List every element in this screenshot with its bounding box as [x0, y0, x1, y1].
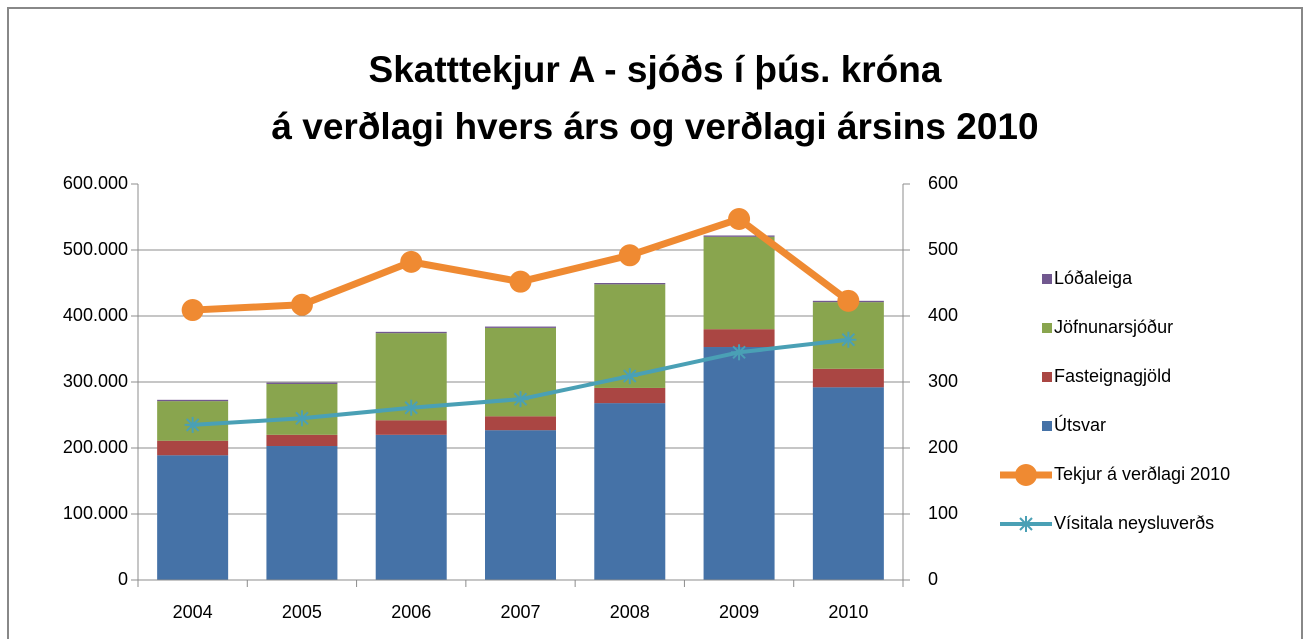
- legend-label: Lóðaleiga: [1054, 268, 1133, 288]
- bar: [157, 440, 229, 456]
- y2-tick-label: 300: [928, 371, 958, 391]
- bar: [594, 387, 666, 404]
- line-marker: [837, 289, 860, 312]
- bar: [812, 387, 884, 580]
- line-marker: [621, 368, 638, 385]
- bar: [485, 416, 556, 431]
- y2-tick-label: 500: [928, 239, 958, 259]
- bar: [703, 329, 775, 348]
- bar: [703, 236, 775, 330]
- x-tick-label: 2004: [173, 602, 213, 622]
- legend-swatch: [1042, 421, 1052, 431]
- x-tick-label: 2009: [719, 602, 759, 622]
- y2-tick-label: 0: [928, 569, 938, 589]
- x-tick-label: 2006: [391, 602, 431, 622]
- bar: [485, 326, 556, 328]
- bar: [375, 434, 447, 580]
- x-tick-label: 2005: [282, 602, 322, 622]
- legend-label: Tekjur á verðlagi 2010: [1054, 464, 1230, 484]
- y2-tick-label: 200: [928, 437, 958, 457]
- legend-label: Fasteignagjöld: [1054, 366, 1171, 386]
- y-tick-label: 100.000: [63, 503, 128, 523]
- marker-stroke: [185, 418, 200, 432]
- marker-stroke: [404, 401, 418, 415]
- legend-swatch: [1042, 372, 1052, 382]
- x-tick-label: 2010: [828, 602, 868, 622]
- line-marker: [618, 244, 641, 267]
- line-marker: [181, 299, 204, 322]
- bar: [157, 455, 229, 580]
- bar: [266, 382, 338, 384]
- line-marker: [509, 270, 532, 293]
- y-tick-label: 200.000: [63, 437, 128, 457]
- y-tick-label: 600.000: [63, 173, 128, 193]
- legend-label: Útsvar: [1054, 414, 1106, 435]
- x-tick-label: 2007: [500, 602, 540, 622]
- line-marker: [728, 207, 751, 230]
- marker-stroke: [513, 392, 528, 406]
- line-marker: [400, 250, 423, 273]
- bar: [375, 331, 447, 334]
- marker-stroke: [1019, 517, 1033, 531]
- y-tick-label: 0: [118, 569, 128, 589]
- marker-stroke: [732, 345, 746, 360]
- bar: [485, 430, 556, 580]
- bar: [266, 434, 338, 447]
- line-marker: [512, 391, 529, 408]
- chart-title: Skatttekjur A - sjóðs í þús. króna: [369, 49, 942, 90]
- y2-tick-label: 100: [928, 503, 958, 523]
- x-tick-label: 2008: [610, 602, 650, 622]
- y-tick-label: 500.000: [63, 239, 128, 259]
- line-marker: [290, 293, 313, 316]
- bar: [266, 383, 338, 435]
- marker-stroke: [295, 411, 309, 426]
- line-marker: [840, 331, 857, 348]
- y-tick-label: 300.000: [63, 371, 128, 391]
- legend-marker: [1015, 464, 1037, 486]
- marker-stroke: [623, 369, 637, 383]
- bar: [594, 283, 666, 285]
- y2-tick-label: 600: [928, 173, 958, 193]
- bar: [157, 399, 229, 402]
- line-marker: [731, 344, 748, 361]
- bar: [375, 420, 447, 435]
- bar: [703, 235, 775, 237]
- bar: [266, 446, 338, 580]
- legend-swatch: [1042, 274, 1052, 284]
- line-marker: [293, 410, 310, 427]
- legend-label: Vísitala neysluverðs: [1054, 513, 1214, 533]
- line-marker: [184, 416, 201, 433]
- chart-title: á verðlagi hvers árs og verðlagi ársins …: [271, 106, 1038, 147]
- bar: [594, 403, 666, 580]
- legend-label: Jöfnunarsjóður: [1054, 317, 1173, 337]
- marker-stroke: [841, 333, 856, 347]
- bar: [703, 347, 775, 580]
- y2-tick-label: 400: [928, 305, 958, 325]
- legend-marker: [1018, 516, 1034, 532]
- y-tick-label: 400.000: [63, 305, 128, 325]
- line-marker: [403, 399, 420, 416]
- legend-swatch: [1042, 323, 1052, 333]
- bar: [812, 368, 884, 388]
